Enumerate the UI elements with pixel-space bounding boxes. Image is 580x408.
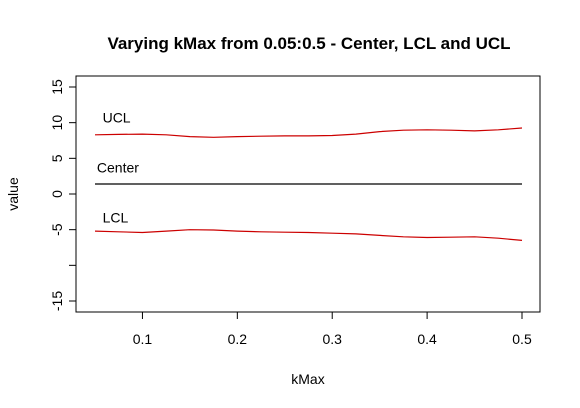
annotation-center: Center <box>97 160 139 176</box>
annotation-layer: UCL Center LCL <box>97 110 139 226</box>
chart-title: Varying kMax from 0.05:0.5 - Center, LCL… <box>107 34 510 53</box>
x-axis-title: kMax <box>291 371 324 387</box>
x-tick-label: 0.4 <box>417 331 437 347</box>
y-axis: -15 -5 0 5 10 15 <box>49 79 77 311</box>
series-layer <box>94 127 523 241</box>
y-tick-label: -5 <box>49 223 65 236</box>
y-tick-label: 15 <box>49 79 65 95</box>
x-tick-label: 0.3 <box>322 331 342 347</box>
y-tick-label: 0 <box>49 190 65 198</box>
x-axis: 0.1 0.2 0.3 0.4 0.5 <box>133 311 532 347</box>
y-axis-title: value <box>5 177 21 211</box>
x-tick-label: 0.5 <box>512 331 532 347</box>
y-tick-label: 5 <box>49 154 65 162</box>
y-tick-label: -15 <box>49 291 65 311</box>
annotation-lcl: LCL <box>103 210 129 226</box>
x-tick-label: 0.1 <box>133 331 153 347</box>
series-line-lcl <box>94 229 523 241</box>
x-tick-label: 0.2 <box>228 331 248 347</box>
annotation-ucl: UCL <box>103 110 131 126</box>
y-tick-label: 10 <box>49 115 65 131</box>
plot-frame <box>75 75 541 313</box>
series-line-ucl <box>94 127 523 138</box>
